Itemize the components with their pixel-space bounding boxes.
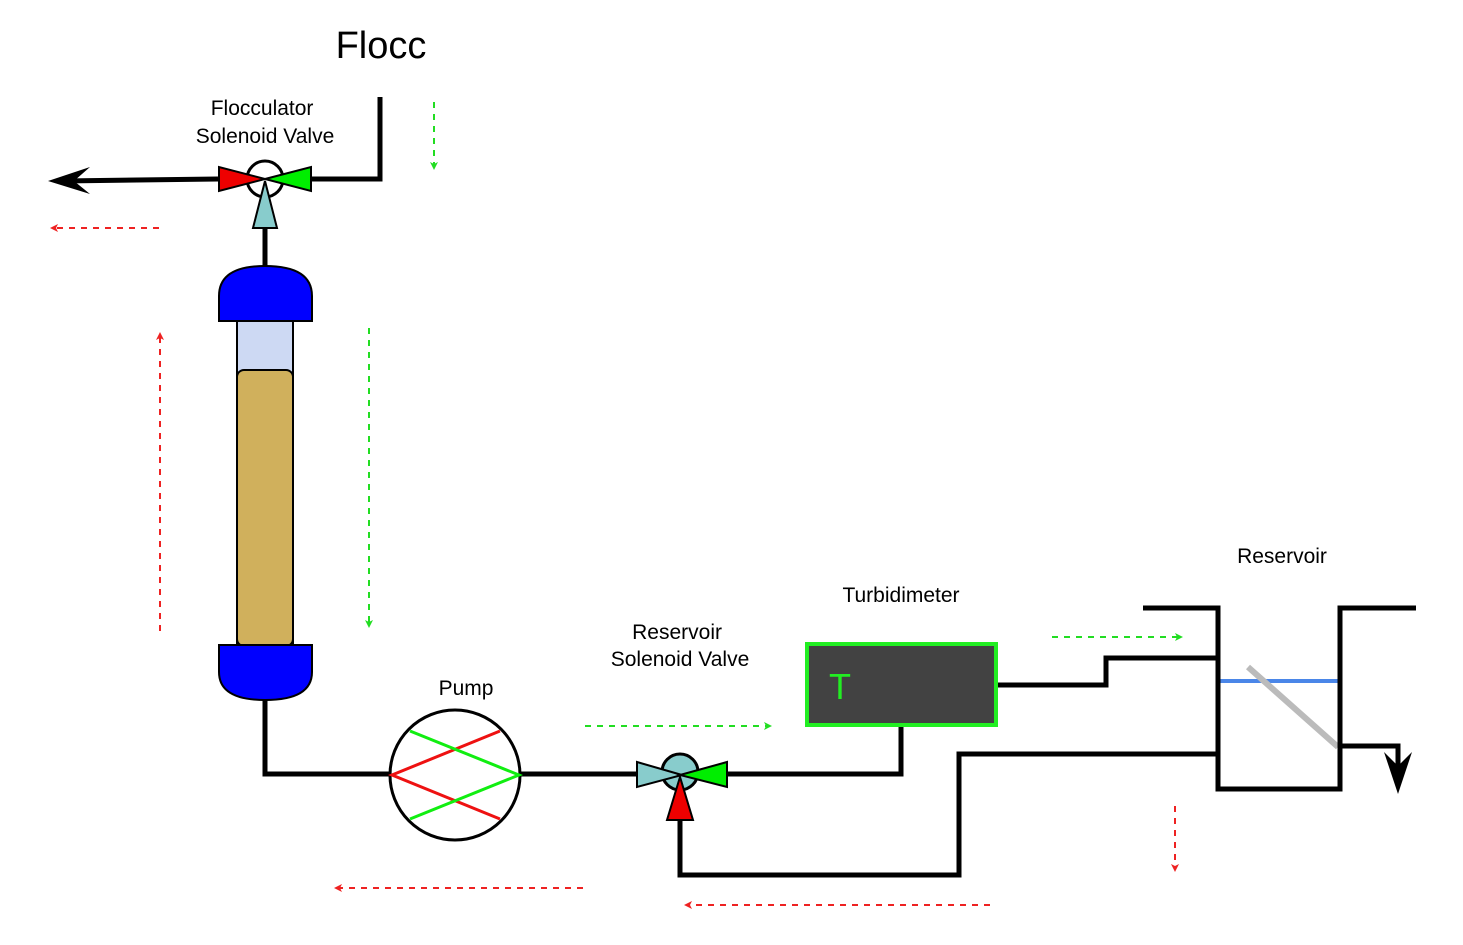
column-water xyxy=(236,320,294,377)
reservoir-valve-left-port xyxy=(636,760,686,789)
column-bottom-cap xyxy=(218,644,313,702)
column-bottom-pipe xyxy=(262,698,392,777)
column-top-cap xyxy=(218,264,313,322)
pipes xyxy=(48,97,1412,878)
reservoir xyxy=(1143,605,1416,792)
pump-label: Pump xyxy=(439,677,494,700)
flocculator-valve-open-port xyxy=(261,165,312,193)
reservoir-valve-label: Reservoir Solenoid Valve xyxy=(611,621,750,671)
turbidimeter-body xyxy=(805,642,998,727)
pump xyxy=(388,708,524,842)
flocculator-valve-closed-port xyxy=(218,165,269,193)
flocculator-outlet-pipe xyxy=(61,176,219,184)
reservoir-label: Reservoir xyxy=(1237,545,1327,568)
reservoir-wall xyxy=(1143,605,1416,792)
pump-body xyxy=(388,708,522,842)
reservoir-outlet-arrowhead xyxy=(1384,752,1412,794)
valve-to-turbidimeter-pipe xyxy=(727,725,904,777)
reservoir-valve-closed-port xyxy=(665,773,695,821)
reservoir-solenoid-valve xyxy=(636,752,728,821)
flocculator-valve-label: Flocculator Solenoid Valve xyxy=(196,97,335,148)
flow-arrows xyxy=(50,102,1183,909)
flocculator-column xyxy=(218,264,313,702)
reservoir-valve-open-port xyxy=(676,760,728,789)
flocculator-valve-actuator xyxy=(251,180,279,229)
pump-impeller-red xyxy=(388,729,501,821)
flocculator-solenoid-valve xyxy=(218,159,312,229)
turbidimeter-to-reservoir-pipe xyxy=(996,655,1216,688)
outlet-arrowhead xyxy=(48,167,90,194)
turbidimeter-symbol: T xyxy=(829,666,851,707)
reservoir-return-pipe xyxy=(677,751,1216,878)
turbidimeter-label: Turbidimeter xyxy=(842,584,959,607)
turbidimeter: T xyxy=(805,642,998,727)
column-media-bed xyxy=(236,369,294,647)
reservoir-baffle xyxy=(1246,664,1340,750)
reservoir-outlet-pipe xyxy=(1340,743,1401,768)
diagram-title: Flocc xyxy=(336,25,427,67)
pump-impeller-green xyxy=(409,729,524,821)
flocc-inlet-pipe xyxy=(312,97,383,182)
